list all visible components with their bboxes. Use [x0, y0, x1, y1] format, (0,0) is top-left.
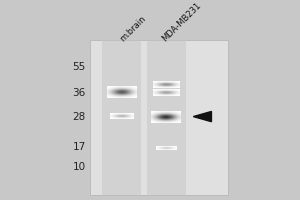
Bar: [147, 40, 186, 195]
Text: 17: 17: [73, 142, 86, 152]
Text: 28: 28: [73, 112, 86, 122]
Polygon shape: [193, 111, 212, 122]
Text: 55: 55: [73, 62, 86, 72]
Bar: [102, 40, 141, 195]
Text: 36: 36: [73, 88, 86, 98]
Text: 10: 10: [73, 162, 86, 172]
Text: m.brain: m.brain: [118, 14, 148, 43]
Bar: [90, 40, 228, 195]
Text: MDA-MB231: MDA-MB231: [160, 1, 203, 43]
